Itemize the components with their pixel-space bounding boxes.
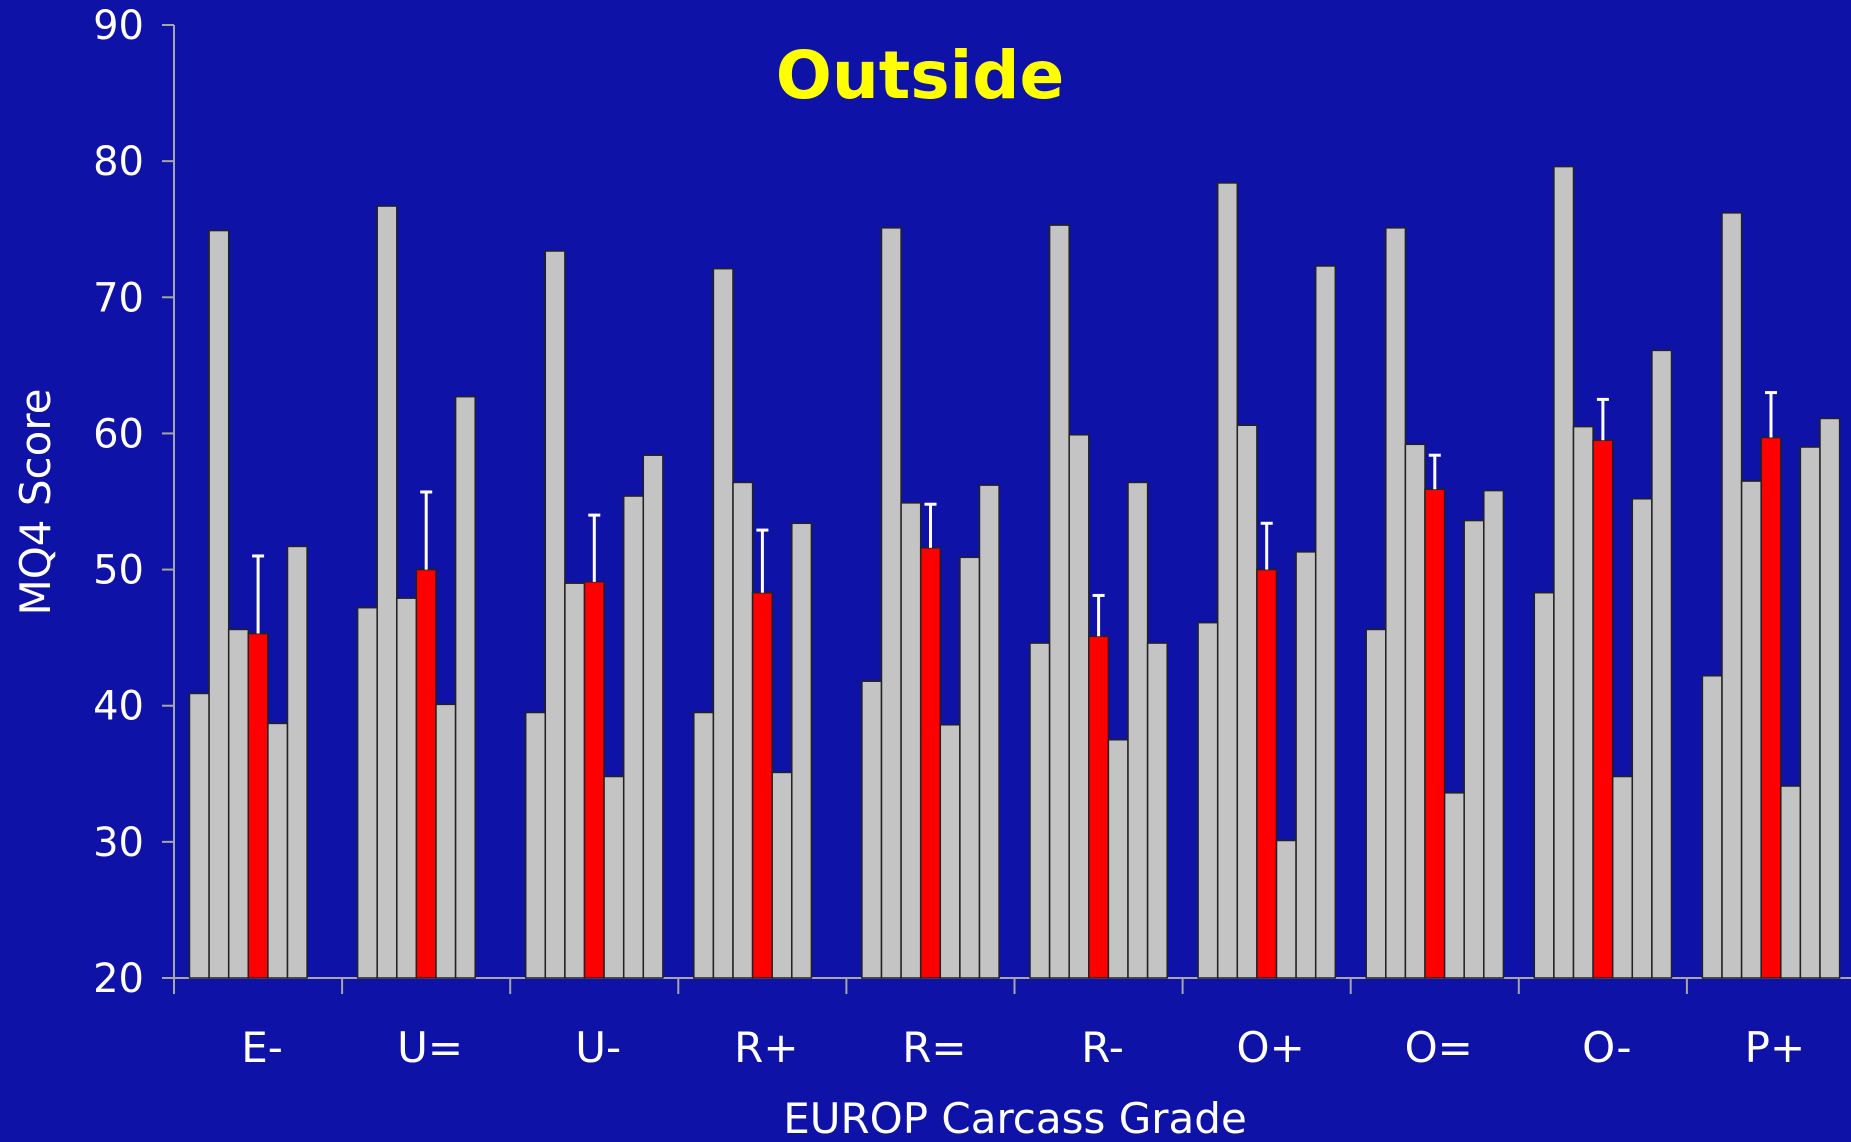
- y-tick-label: 70: [93, 275, 144, 321]
- bar: [900, 502, 922, 979]
- bar: [1385, 227, 1407, 979]
- bar: [712, 267, 734, 979]
- highlight-bar: [247, 632, 269, 979]
- bar: [1404, 443, 1426, 979]
- y-axis-title: MQ4 Score: [11, 388, 60, 615]
- bar: [1799, 446, 1821, 979]
- x-category-label: E-: [241, 1023, 283, 1072]
- bar: [188, 692, 210, 979]
- tick-labels: 20 30 40 50 60 70 80 90 E- U= U- R+ R= R- O+ O= O- P+: [93, 3, 1805, 1072]
- chart-title: Outside: [776, 37, 1065, 114]
- bar: [376, 205, 398, 979]
- y-tick-label: 90: [93, 3, 144, 49]
- bar: [1295, 551, 1317, 979]
- highlight-bar: [1760, 436, 1782, 979]
- bar: [1533, 591, 1555, 979]
- y-tick-label: 20: [93, 956, 144, 1002]
- bar: [227, 628, 250, 979]
- bar: [1068, 434, 1090, 979]
- bar: [1314, 265, 1337, 979]
- bar: [435, 703, 457, 979]
- bar: [1651, 349, 1673, 979]
- x-category-label: P+: [1745, 1023, 1806, 1072]
- bar: [1611, 775, 1634, 979]
- bar: [1463, 519, 1485, 979]
- highlight-bar: [751, 591, 773, 979]
- bar: [1740, 480, 1762, 979]
- bar: [732, 481, 754, 979]
- error-bars: [252, 391, 1777, 637]
- bar: [1127, 481, 1149, 979]
- y-tick-label: 80: [93, 139, 144, 185]
- bar: [1553, 165, 1575, 979]
- bar: [1216, 182, 1239, 979]
- x-category-label: R=: [902, 1023, 966, 1072]
- bar: [1721, 212, 1743, 979]
- bar: [1631, 498, 1653, 979]
- bar: [861, 680, 883, 979]
- bar: [1443, 792, 1465, 979]
- highlight-bar: [1088, 635, 1110, 979]
- bar: [1029, 642, 1051, 979]
- bar: [642, 454, 664, 979]
- bar: [396, 597, 418, 979]
- y-tick-label: 50: [93, 548, 144, 594]
- highlight-bar: [583, 581, 605, 979]
- bar: [1048, 224, 1070, 979]
- bar: [1483, 489, 1505, 979]
- y-tick-label: 30: [93, 820, 144, 866]
- highlight-bar: [1592, 439, 1614, 979]
- bars: [188, 165, 1841, 979]
- x-category-label: O-: [1582, 1023, 1631, 1072]
- bar: [1107, 739, 1129, 979]
- x-category-label: O+: [1237, 1023, 1305, 1072]
- bar: [880, 227, 902, 979]
- bar: [1572, 425, 1594, 979]
- bar: [978, 484, 1000, 979]
- bar: [356, 606, 378, 979]
- x-category-label: O=: [1405, 1023, 1473, 1072]
- bar: [603, 775, 625, 979]
- bar: [1197, 621, 1219, 979]
- bar: [693, 711, 715, 979]
- bar: [939, 724, 961, 979]
- bar: [1236, 424, 1258, 979]
- bar: [1701, 675, 1723, 979]
- bar: [208, 229, 230, 979]
- x-category-label: U-: [575, 1023, 621, 1072]
- bar: [622, 495, 645, 979]
- highlight-bar: [1256, 568, 1278, 979]
- bar: [524, 711, 547, 979]
- bar: [286, 545, 308, 979]
- highlight-bar: [1424, 488, 1446, 979]
- bar: [1365, 628, 1387, 979]
- x-category-label: U=: [397, 1023, 463, 1072]
- bar: [564, 582, 586, 979]
- bar: [791, 522, 813, 979]
- bar: [959, 556, 981, 979]
- bar: [1819, 417, 1841, 979]
- x-axis-title: EUROP Carcass Grade: [783, 1094, 1247, 1142]
- bar: [1780, 785, 1802, 979]
- bar: [267, 722, 289, 979]
- highlight-bar: [415, 568, 437, 979]
- bar: [454, 395, 476, 979]
- x-category-label: R-: [1081, 1023, 1124, 1072]
- highlight-bar: [919, 547, 942, 979]
- bar: [1146, 642, 1168, 979]
- x-category-label: R+: [734, 1023, 798, 1072]
- bar: [1275, 839, 1297, 979]
- bar: [771, 771, 793, 979]
- bar: [544, 250, 566, 979]
- y-tick-label: 60: [93, 411, 144, 457]
- y-tick-label: 40: [93, 684, 144, 730]
